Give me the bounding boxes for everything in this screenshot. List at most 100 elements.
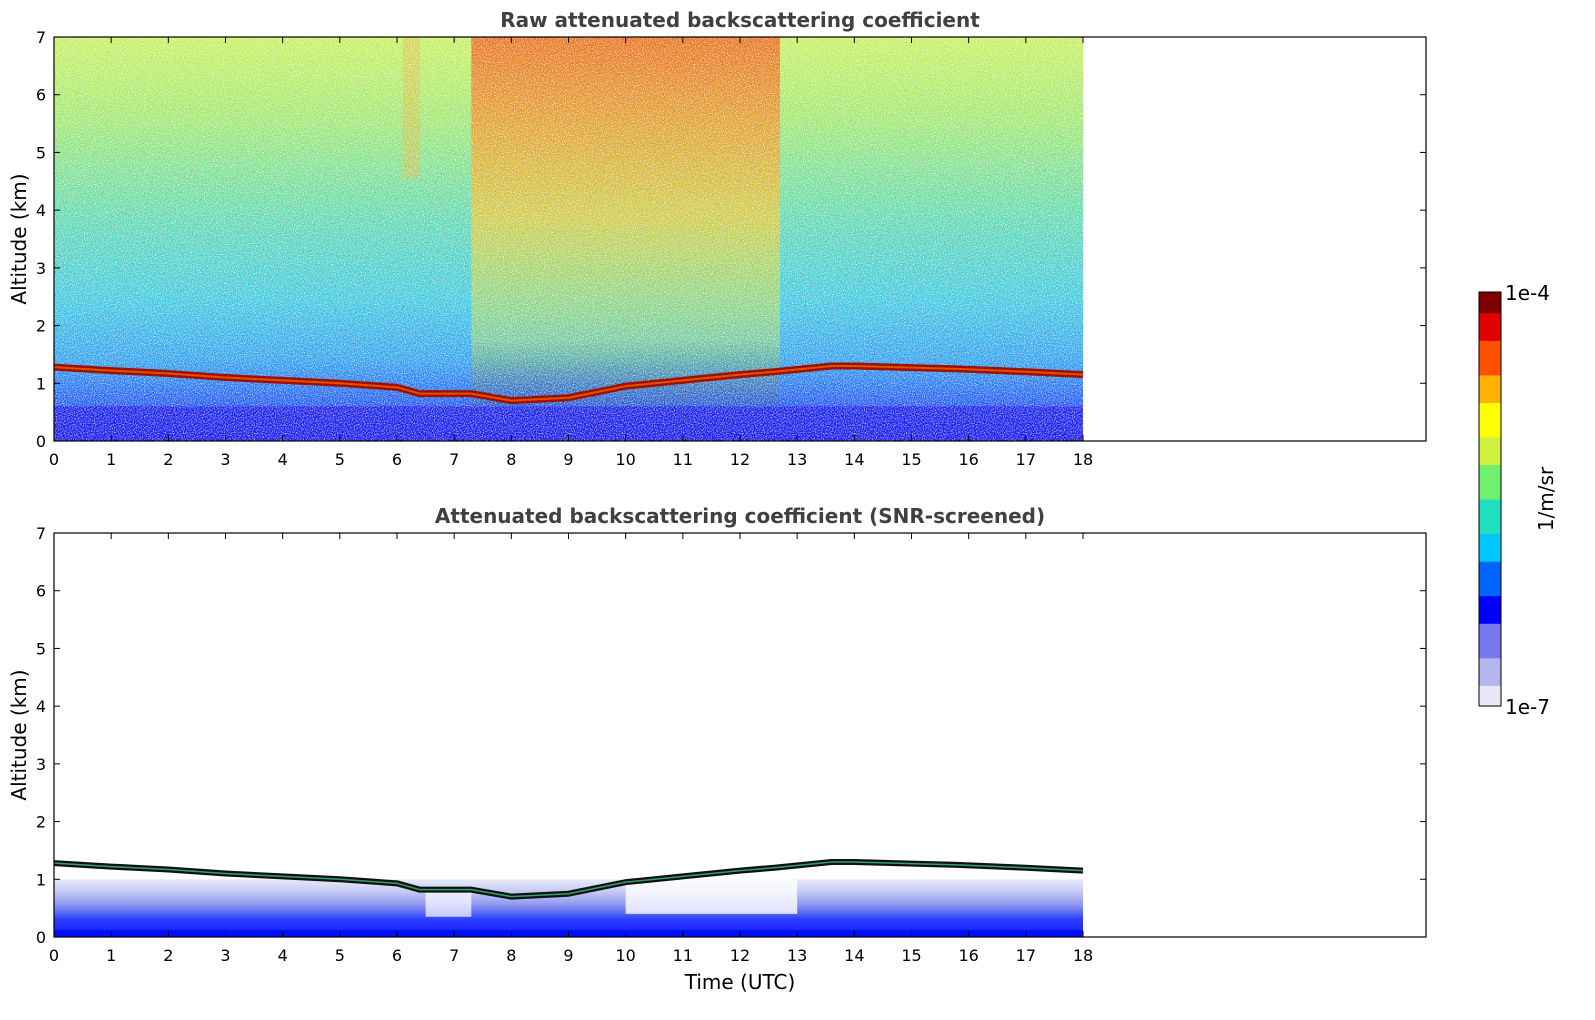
colorbar-swatch — [1479, 416, 1501, 424]
x-tick-label: 7 — [449, 450, 459, 469]
y-tick-label: 1 — [36, 374, 46, 393]
colorbar-swatch — [1479, 602, 1501, 610]
colorbar-swatch — [1479, 499, 1501, 507]
colorbar-swatch — [1479, 595, 1501, 604]
x-tick-label: 18 — [1073, 946, 1093, 965]
y-tick-label: 5 — [36, 639, 46, 658]
cloud-layer-core — [54, 364, 1084, 402]
gap-region — [625, 879, 798, 914]
colorbar-min-label: 1e-7 — [1505, 695, 1550, 719]
colorbar-swatch — [1479, 395, 1501, 403]
colorbar: 1e-4 1e-7 1/m/sr — [1478, 281, 1558, 719]
colorbar-swatch — [1479, 354, 1501, 362]
x-tick-label: 6 — [392, 450, 402, 469]
colorbar-swatch — [1479, 292, 1501, 300]
panel-title-raw: Raw attenuated backscattering coefficien… — [500, 8, 980, 32]
x-tick-label: 15 — [901, 946, 921, 965]
y-tick-label: 2 — [36, 813, 46, 832]
colorbar-swatch — [1479, 540, 1501, 548]
x-tick-label: 3 — [220, 946, 230, 965]
colorbar-swatch — [1479, 623, 1501, 631]
x-tick-label: 4 — [278, 946, 288, 965]
y-tick-label: 0 — [36, 928, 46, 947]
x-tick-label: 0 — [49, 450, 59, 469]
colorbar-swatch — [1479, 436, 1501, 445]
colorbar-swatch — [1479, 685, 1501, 693]
x-tick-label: 17 — [1016, 450, 1036, 469]
x-tick-label: 8 — [506, 946, 516, 965]
colorbar-unit-label: 1/m/sr — [1534, 466, 1558, 531]
gap-region — [425, 890, 472, 917]
x-tick-label: 0 — [49, 946, 59, 965]
y-tick-label: 3 — [36, 259, 46, 278]
colorbar-swatch — [1479, 630, 1501, 638]
y-tick-label: 5 — [36, 143, 46, 162]
colorbar-swatch — [1479, 450, 1501, 459]
x-tick-label: 9 — [563, 946, 573, 965]
colorbar-swatch — [1479, 409, 1501, 417]
colorbar-swatch — [1479, 430, 1501, 438]
colorbar-swatch — [1479, 485, 1501, 493]
colorbar-swatch — [1479, 333, 1501, 341]
x-tick-label: 12 — [730, 946, 750, 965]
colorbar-swatch — [1479, 678, 1501, 686]
colorbar-swatch — [1479, 443, 1501, 452]
colorbar-swatch — [1479, 367, 1501, 376]
x-tick-label: 18 — [1073, 450, 1093, 469]
y-tick-label: 3 — [36, 755, 46, 774]
colorbar-swatch — [1479, 657, 1501, 666]
colorbar-swatch — [1479, 347, 1501, 355]
x-tick-label: 14 — [844, 946, 864, 965]
colorbar-swatch — [1479, 505, 1501, 514]
screened-boundary-layer — [54, 879, 1083, 937]
y-axis-label: Altitude (km) — [7, 669, 31, 800]
colorbar-swatch — [1479, 533, 1501, 541]
colorbar-swatch — [1479, 340, 1501, 348]
x-tick-label: 17 — [1016, 946, 1036, 965]
colorbar-swatch — [1479, 464, 1501, 472]
x-tick-label: 2 — [163, 450, 173, 469]
x-tick-label: 14 — [844, 450, 864, 469]
raw-backscatter-field — [54, 37, 1084, 441]
colorbar-swatch — [1479, 361, 1501, 369]
colorbar-max-label: 1e-4 — [1505, 281, 1550, 305]
raw-backscatter-panel: Raw attenuated backscattering coefficien… — [7, 8, 1427, 469]
y-tick-label: 4 — [36, 201, 46, 220]
y-tick-label: 6 — [36, 86, 46, 105]
panel-title-screened: Attenuated backscattering coefficient (S… — [435, 504, 1045, 528]
colorbar-swatch — [1479, 471, 1501, 479]
x-tick-label: 15 — [901, 450, 921, 469]
y-tick-label: 1 — [36, 870, 46, 889]
colorbar-frame — [1478, 291, 1502, 707]
y-tick-label: 2 — [36, 317, 46, 336]
x-tick-label: 1 — [106, 450, 116, 469]
x-tick-label: 16 — [958, 946, 978, 965]
colorbar-swatch — [1479, 650, 1501, 659]
colorbar-swatch — [1479, 637, 1501, 645]
x-tick-label: 11 — [673, 450, 693, 469]
colorbar-swatch — [1479, 526, 1501, 535]
colorbar-swatch — [1479, 305, 1501, 314]
y-tick-label: 7 — [36, 28, 46, 47]
colorbar-swatch — [1479, 692, 1501, 700]
colorbar-swatch — [1479, 588, 1501, 597]
y-tick-label: 4 — [36, 697, 46, 716]
colorbar-swatch — [1479, 664, 1501, 673]
colorbar-swatch — [1479, 547, 1501, 555]
colorbar-swatch — [1479, 643, 1501, 652]
colorbar-swatch — [1479, 402, 1501, 410]
colorbar-swatch — [1479, 312, 1501, 321]
colorbar-swatch — [1479, 326, 1501, 334]
x-tick-label: 11 — [673, 946, 693, 965]
colorbar-swatch — [1479, 478, 1501, 486]
colorbar-swatch — [1479, 388, 1501, 397]
colorbar-swatch — [1479, 609, 1501, 617]
screened-backscatter-panel: Attenuated backscattering coefficient (S… — [7, 504, 1427, 994]
x-tick-label: 10 — [615, 450, 635, 469]
x-tick-label: 5 — [335, 450, 345, 469]
colorbar-swatch — [1479, 423, 1501, 431]
x-tick-label: 8 — [506, 450, 516, 469]
x-tick-label: 12 — [730, 450, 750, 469]
colorbar-swatch — [1479, 512, 1501, 521]
